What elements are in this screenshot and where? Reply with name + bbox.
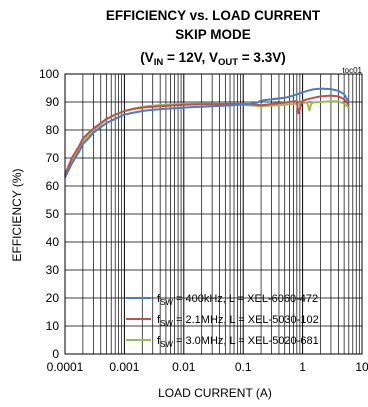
x-axis-title: LOAD CURRENT (A) — [158, 386, 272, 400]
y-tick-label: 50 — [46, 207, 60, 221]
title-close: = 3.3V) — [238, 50, 286, 65]
title-sub-out: OUT — [218, 57, 238, 68]
y-tick-label: 0 — [52, 347, 59, 361]
y-tick-label: 80 — [46, 123, 60, 137]
legend-f-3mhz: f — [157, 335, 161, 347]
x-tick-label: 0.001 — [109, 360, 139, 374]
legend-rest-400khz: = 400kHz, L = XEL-6060-472 — [173, 293, 318, 305]
plot-frame — [64, 73, 363, 355]
title-open: (V — [140, 50, 154, 65]
legend-label-2p1mhz: fSW = 2.1MHz, L = XEL-5030-102 — [157, 314, 319, 328]
legend-f-400khz: f — [157, 293, 161, 305]
series-line-2p1mhz — [64, 94, 350, 176]
series-line-400khz — [64, 87, 350, 179]
x-tick-label: 0.01 — [172, 360, 196, 374]
legend-label-400khz: fSW = 400kHz, L = XEL-6060-472 — [157, 293, 318, 307]
legend-sub-400khz: SW — [160, 298, 173, 307]
x-tick-label: 1 — [299, 360, 306, 374]
y-tick-label: 90 — [46, 95, 60, 109]
grid — [64, 73, 363, 355]
title-sub-in: IN — [154, 57, 164, 68]
legend: fSW = 400kHz, L = XEL-6060-472 fSW = 2.1… — [126, 293, 319, 349]
title-mid: = 12V, V — [163, 50, 218, 65]
legend-rest-2p1mhz: = 2.1MHz, L = XEL-5030-102 — [173, 314, 319, 326]
legend-sub-3mhz: SW — [160, 340, 173, 349]
chart-title-line3: (VIN = 12V, VOUT = 3.3V) — [140, 50, 285, 68]
x-tick-label: 0.0001 — [47, 360, 84, 374]
legend-rest-3mhz: = 3.0MHz, L = XEL-5020-681 — [173, 335, 319, 347]
chart-title-line2: SKIP MODE — [175, 27, 251, 42]
chart-title-line1: EFFICIENCY vs. LOAD CURRENT — [106, 8, 321, 23]
y-tick-label: 70 — [46, 151, 60, 165]
y-tick-label: 20 — [46, 291, 60, 305]
y-tick-label: 40 — [46, 235, 60, 249]
x-tick-label: 10 — [355, 360, 368, 374]
figure-id: toc01 — [342, 66, 362, 75]
y-axis-title: EFFICIENCY (%) — [10, 168, 24, 261]
tick-labels: 0 10 20 30 40 50 60 70 80 90 100 0.0001 0.001 0.01 0.1… — [39, 67, 368, 374]
y-tick-label: 10 — [46, 319, 60, 333]
series-line-3mhz — [64, 100, 350, 177]
legend-f-2p1mhz: f — [157, 314, 161, 326]
data-series — [64, 87, 350, 179]
x-tick-label: 0.1 — [235, 360, 252, 374]
y-tick-label: 100 — [39, 67, 59, 81]
y-tick-label: 30 — [46, 263, 60, 277]
legend-label-3mhz: fSW = 3.0MHz, L = XEL-5020-681 — [157, 335, 319, 349]
legend-sub-2p1mhz: SW — [160, 319, 173, 328]
y-tick-label: 60 — [46, 179, 60, 193]
